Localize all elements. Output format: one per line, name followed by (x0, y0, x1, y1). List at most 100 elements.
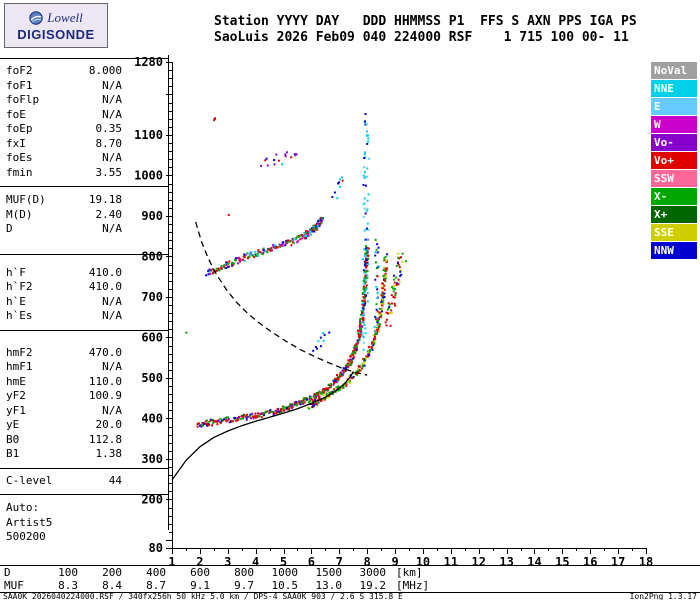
param-label: foEp (6, 122, 33, 135)
status-file-info: SAA0K_2026040224000.RSF / 340fx256h 50 k… (3, 592, 403, 600)
param-label: h`F2 (6, 280, 33, 293)
param-group-2: h`F 410.0 h`F2 410.0 h`E N/A h`Es N/A (0, 258, 168, 327)
param-label: hmF2 (6, 345, 33, 359)
y-tick-labels: 1280 1100 1000 900 800 700 600 500 400 300 200 80 (134, 55, 163, 555)
param-group-1: MUF(D) 19.18 M(D) 2.40 D N/A (0, 190, 168, 251)
param-row-he: h`E N/A (0, 295, 168, 310)
panel-group-divider (0, 467, 168, 469)
parameter-panel: foF2 8.000 foF1 N/A foFlp N/A foE N/A foEp 0.35 fx… (0, 55, 168, 545)
x-tick-label: 6 (308, 555, 315, 569)
param-label: foFlp (6, 93, 40, 106)
legend-item-vo: Vo+ (651, 152, 697, 169)
x-tick-label: 4 (252, 555, 259, 569)
x-tick-label: 2 (196, 555, 203, 569)
param-label: Artist5 (6, 515, 53, 529)
param-row-artist5: Artist5 (0, 516, 168, 531)
globe-swirl-icon (29, 10, 43, 25)
scatter-top-scatter-right (331, 176, 344, 200)
x-tick-label: 16 (583, 555, 597, 569)
param-label: B0 (6, 432, 20, 446)
y-tick-label: 80 (149, 541, 163, 555)
scatter-right-cluster (384, 252, 407, 327)
param-value: N/A (102, 222, 122, 235)
param-value: 8.000 (88, 64, 122, 77)
param-row-foflp: foFlp N/A (0, 93, 168, 108)
param-row-fmin: fmin 3.55 (0, 166, 168, 181)
legend-item-nne: NNE (651, 80, 697, 97)
x-tick-label: 13 (499, 555, 513, 569)
distance-row-value: 800 (234, 566, 254, 579)
legend-item-x: X+ (651, 206, 697, 223)
distance-row-value: 3000 (359, 566, 387, 579)
panel-vertical-divider (168, 55, 169, 530)
y-tick-label: 500 (141, 371, 163, 385)
distance-row-value: 400 (146, 566, 166, 579)
x-tick-label: 3 (224, 555, 231, 569)
echo-direction-legend: NoVal NNE E W Vo- Vo+ SSW X- X+ SSE NNW (651, 62, 697, 260)
param-label: hmE (6, 374, 26, 388)
param-row-fof1: foF1 N/A (0, 79, 168, 94)
param-label: h`F (6, 265, 26, 279)
param-row-foep: foEp 0.35 (0, 122, 168, 137)
param-label: foF2 (6, 64, 33, 77)
param-group-5: Auto: Artist5 500200 (0, 498, 168, 545)
param-row-ye: yE 20.0 (0, 418, 168, 433)
param-label: C-level (6, 473, 53, 487)
y-tick-label: 600 (141, 330, 163, 344)
x-tick-label: 8 (364, 555, 371, 569)
y-tick-label: 400 (141, 411, 163, 425)
param-value: N/A (102, 107, 122, 121)
param-label: fmin (6, 165, 33, 179)
panel-group-divider (0, 494, 168, 495)
param-value: N/A (102, 151, 122, 164)
param-row-yf1: yF1 N/A (0, 404, 168, 419)
y-tick-label: 1100 (134, 128, 163, 142)
muf-row-value: 9.1 (190, 578, 210, 592)
param-value: 2.40 (95, 207, 123, 221)
muf-row-unit: [MHz] (396, 578, 430, 592)
x-tick-label: 11 (444, 555, 458, 569)
param-value: 44 (108, 473, 122, 487)
param-row-hmf2: hmF2 470.0 (0, 346, 168, 361)
param-label: foEs (6, 151, 33, 164)
param-row-hmf1: hmF1 N/A (0, 360, 168, 375)
param-row-500200: 500200 (0, 530, 168, 545)
param-value: N/A (102, 360, 122, 373)
muf-row-label: MUF (4, 578, 24, 592)
scatter-top-scatter-mid (260, 151, 298, 167)
param-row-yf2: yF2 100.9 (0, 389, 168, 404)
status-bar: SAA0K_2026040224000.RSF / 340fx256h 50 k… (0, 593, 700, 600)
panel-group-divider (0, 186, 168, 187)
param-row-auto: Auto: (0, 501, 168, 516)
scatter-spread-column-8MHz (361, 113, 370, 351)
y-tick-label: 800 (141, 249, 163, 263)
param-row-b0: B0 112.8 (0, 433, 168, 448)
muf-row-value: 8.3 (58, 578, 78, 592)
muf-row-value: 10.5 (271, 578, 299, 592)
param-label: hmF1 (6, 360, 33, 373)
muf-row-value: 9.7 (234, 578, 254, 592)
param-label: M(D) (6, 207, 33, 221)
x-tick-label: 18 (639, 555, 653, 569)
legend-item-x: X- (651, 188, 697, 205)
param-label: fxI (6, 136, 26, 150)
param-value: 470.0 (88, 345, 122, 359)
y-tick-label: 200 (141, 492, 163, 506)
legend-item-e: E (651, 98, 697, 115)
scatter-lone-dots (185, 213, 230, 334)
param-value: N/A (102, 309, 122, 322)
distance-row: D 100 200 400 600 800 1000 1500 3000 [km] (4, 566, 429, 580)
muf-row-value: 13.0 (315, 578, 343, 592)
param-row-hf: h`F 410.0 (0, 266, 168, 281)
param-value: N/A (102, 403, 122, 417)
param-row-clevel: C-level 44 (0, 474, 168, 489)
legend-item-vo: Vo- (651, 134, 697, 151)
lowell-digisonde-logo: Lowell DIGISONDE (4, 3, 108, 48)
param-row-b1: B1 1.38 (0, 447, 168, 462)
param-label: Auto: (6, 501, 40, 514)
param-value: 0.35 (95, 122, 123, 135)
distance-row-value: 200 (102, 566, 122, 579)
legend-item-w: W (651, 116, 697, 133)
panel-group-divider (0, 329, 168, 331)
